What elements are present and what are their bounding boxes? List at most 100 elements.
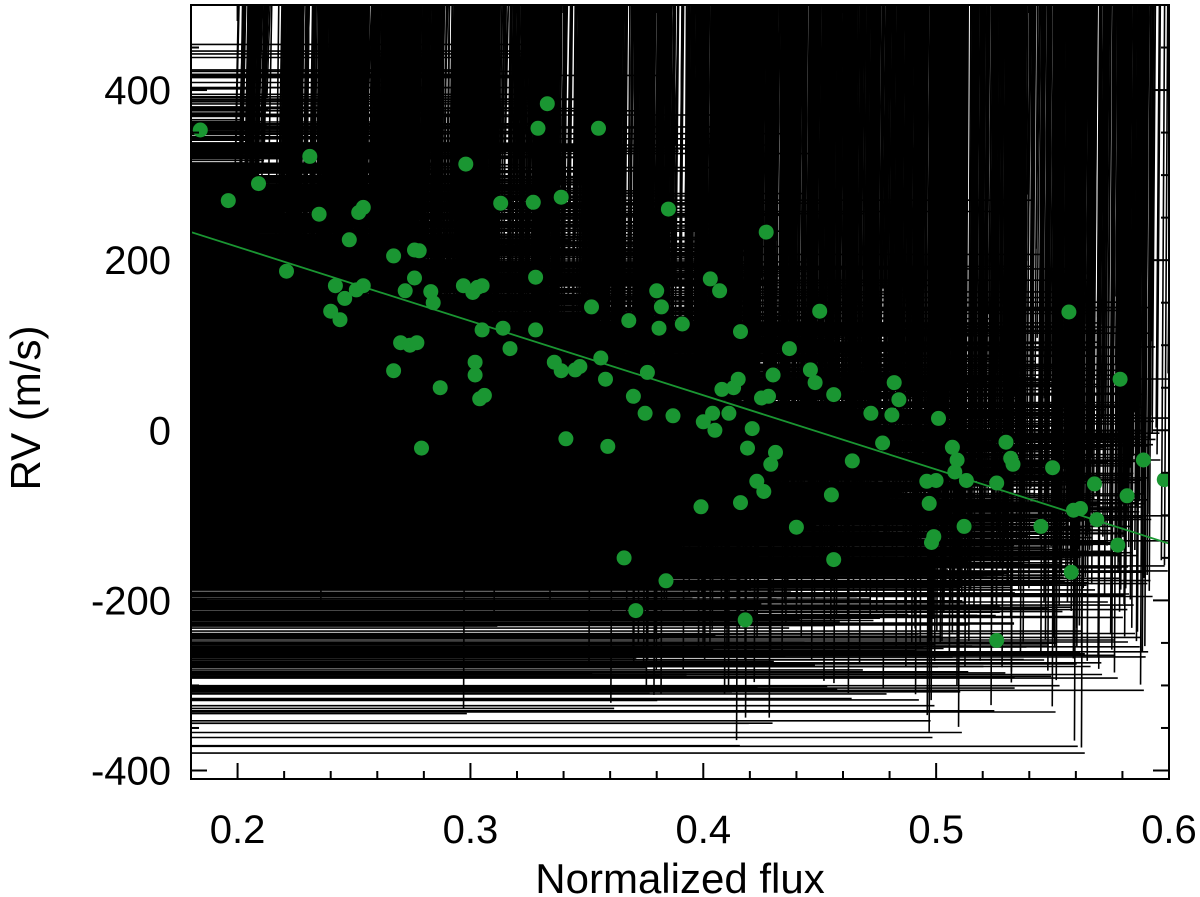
binned-point	[651, 320, 667, 336]
binned-point	[712, 283, 728, 299]
asterisk-point	[191, 5, 1084, 415]
binned-point	[931, 410, 946, 426]
binned-point	[802, 362, 818, 378]
binned-point	[639, 364, 655, 380]
binned-point	[414, 440, 429, 456]
asterisk-point	[191, 5, 1122, 348]
binned-point	[823, 487, 839, 503]
binned-point	[327, 278, 343, 294]
asterisk-point	[191, 5, 1162, 461]
binned-point	[891, 392, 907, 408]
binned-point	[474, 322, 490, 338]
asterisk-point	[191, 5, 530, 59]
binned-point	[1156, 472, 1169, 488]
binned-point	[495, 320, 511, 336]
binned-point	[411, 243, 427, 259]
asterisk-point	[191, 5, 1017, 374]
asterisk-point	[191, 5, 584, 184]
binned-point	[337, 290, 353, 306]
binned-point	[355, 199, 371, 215]
binned-point	[1033, 518, 1049, 534]
binned-point	[558, 431, 574, 447]
binned-point	[616, 550, 632, 566]
binned-point	[863, 405, 879, 421]
binned-point	[740, 440, 755, 456]
binned-point	[826, 552, 842, 568]
binned-point	[884, 407, 900, 423]
asterisk-point	[191, 5, 1025, 565]
asterisk-point	[191, 5, 1130, 510]
asterisk-point	[191, 5, 976, 397]
binned-point	[409, 335, 425, 351]
x-tick-label: 0.4	[675, 808, 731, 852]
y-axis-title: RV (m/s)	[2, 326, 49, 491]
binned-point	[1045, 460, 1061, 476]
binned-point	[702, 271, 718, 287]
binned-point	[781, 341, 797, 357]
binned-point	[553, 189, 569, 205]
asterisk-point	[191, 5, 535, 55]
x-tick-label: 0.3	[443, 808, 499, 852]
binned-point	[591, 120, 606, 136]
binned-point	[658, 573, 674, 589]
binned-point	[989, 475, 1005, 491]
binned-point	[707, 422, 723, 438]
binned-point	[1061, 304, 1077, 320]
asterisk-point	[191, 5, 1154, 446]
binned-point	[302, 148, 318, 164]
binned-point	[637, 405, 653, 421]
y-tick-label: 0	[149, 409, 171, 453]
binned-point	[525, 194, 541, 210]
asterisk-point	[191, 5, 1049, 405]
binned-point	[467, 367, 483, 383]
binned-point	[812, 303, 828, 319]
binned-point	[705, 405, 721, 421]
asterisk-point	[191, 5, 948, 430]
binned-point	[956, 518, 972, 534]
binned-point	[432, 380, 448, 396]
y-tick-label: -200	[91, 579, 171, 623]
x-axis-title: Normalized flux	[535, 855, 824, 897]
asterisk-point	[191, 5, 1116, 657]
asterisk-point	[191, 5, 1142, 639]
asterisk-point	[191, 5, 1169, 572]
binned-point	[1112, 371, 1128, 387]
binned-point	[386, 248, 402, 264]
asterisk-point	[191, 5, 1066, 583]
plot-frame	[190, 4, 1170, 780]
binned-point	[1087, 476, 1102, 492]
binned-point	[474, 278, 490, 294]
binned-point	[1005, 456, 1021, 472]
y-tick-label: 200	[104, 239, 171, 283]
binned-point	[693, 499, 709, 515]
asterisk-point	[191, 5, 1012, 536]
asterisk-point	[191, 185, 1169, 380]
binned-point	[844, 453, 860, 469]
binned-point	[458, 156, 474, 172]
asterisk-point	[191, 5, 1071, 412]
x-tick-labels: 0.2 0.3 0.4 0.5 0.6	[210, 808, 1197, 852]
binned-point	[926, 529, 942, 545]
binned-point	[572, 359, 588, 374]
binned-point	[744, 421, 760, 437]
asterisk-point	[191, 5, 673, 77]
binned-point	[763, 456, 779, 472]
binned-point	[758, 224, 774, 240]
binned-point	[625, 388, 641, 404]
x-tick-label: 0.5	[908, 808, 964, 852]
binned-point	[886, 375, 902, 391]
binned-point	[765, 367, 781, 383]
y-tick-label: 400	[104, 69, 171, 113]
binned-point	[721, 405, 737, 421]
asterisk-point	[191, 5, 1141, 648]
binned-point	[528, 322, 544, 338]
binned-point	[530, 120, 546, 136]
binned-point	[311, 206, 327, 222]
binned-point	[788, 519, 804, 535]
binned-point	[807, 375, 823, 391]
binned-point	[730, 371, 746, 387]
binned-point	[665, 408, 681, 424]
binned-point	[425, 295, 441, 311]
asterisk-points	[191, 5, 1169, 754]
binned-point	[467, 354, 483, 370]
